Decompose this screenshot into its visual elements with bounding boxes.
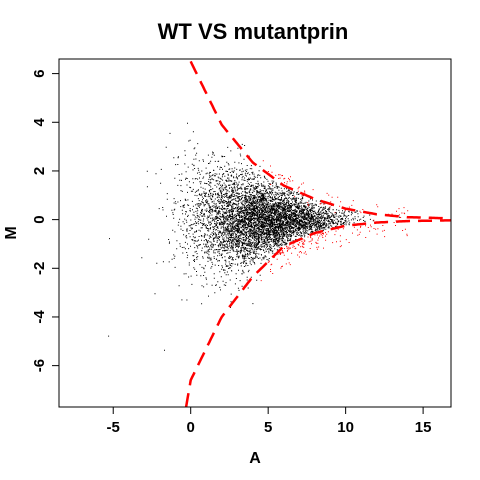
x-axis-label: A bbox=[249, 450, 261, 467]
x-tick-label: 10 bbox=[337, 419, 354, 436]
y-tick-label: 4 bbox=[31, 117, 48, 126]
y-tick-label: -4 bbox=[31, 310, 48, 324]
y-axis-label: M bbox=[3, 226, 20, 239]
x-tick-label: 0 bbox=[187, 419, 195, 436]
y-tick-label: 0 bbox=[31, 215, 48, 223]
y-tick-label: -6 bbox=[31, 359, 48, 372]
x-tick-label: 5 bbox=[264, 419, 272, 436]
cutoff-curves bbox=[184, 60, 452, 408]
upper-cutoff-curve bbox=[189, 60, 451, 220]
x-tick-label: 15 bbox=[415, 419, 432, 436]
lower-cutoff-curve bbox=[184, 219, 452, 408]
non-significant-points bbox=[108, 122, 401, 351]
y-axis: -6 -4 -2 0 2 4 6 bbox=[31, 69, 59, 372]
y-tick-label: -2 bbox=[31, 262, 48, 275]
data-points bbox=[108, 122, 409, 351]
y-tick-label: 2 bbox=[31, 167, 48, 175]
x-axis: -5 0 5 10 15 bbox=[107, 407, 432, 436]
x-tick-label: -5 bbox=[107, 419, 120, 436]
chart-title: WT VS mutantprin bbox=[158, 19, 349, 44]
plot-frame bbox=[58, 58, 452, 408]
y-tick-label: 6 bbox=[31, 69, 48, 77]
